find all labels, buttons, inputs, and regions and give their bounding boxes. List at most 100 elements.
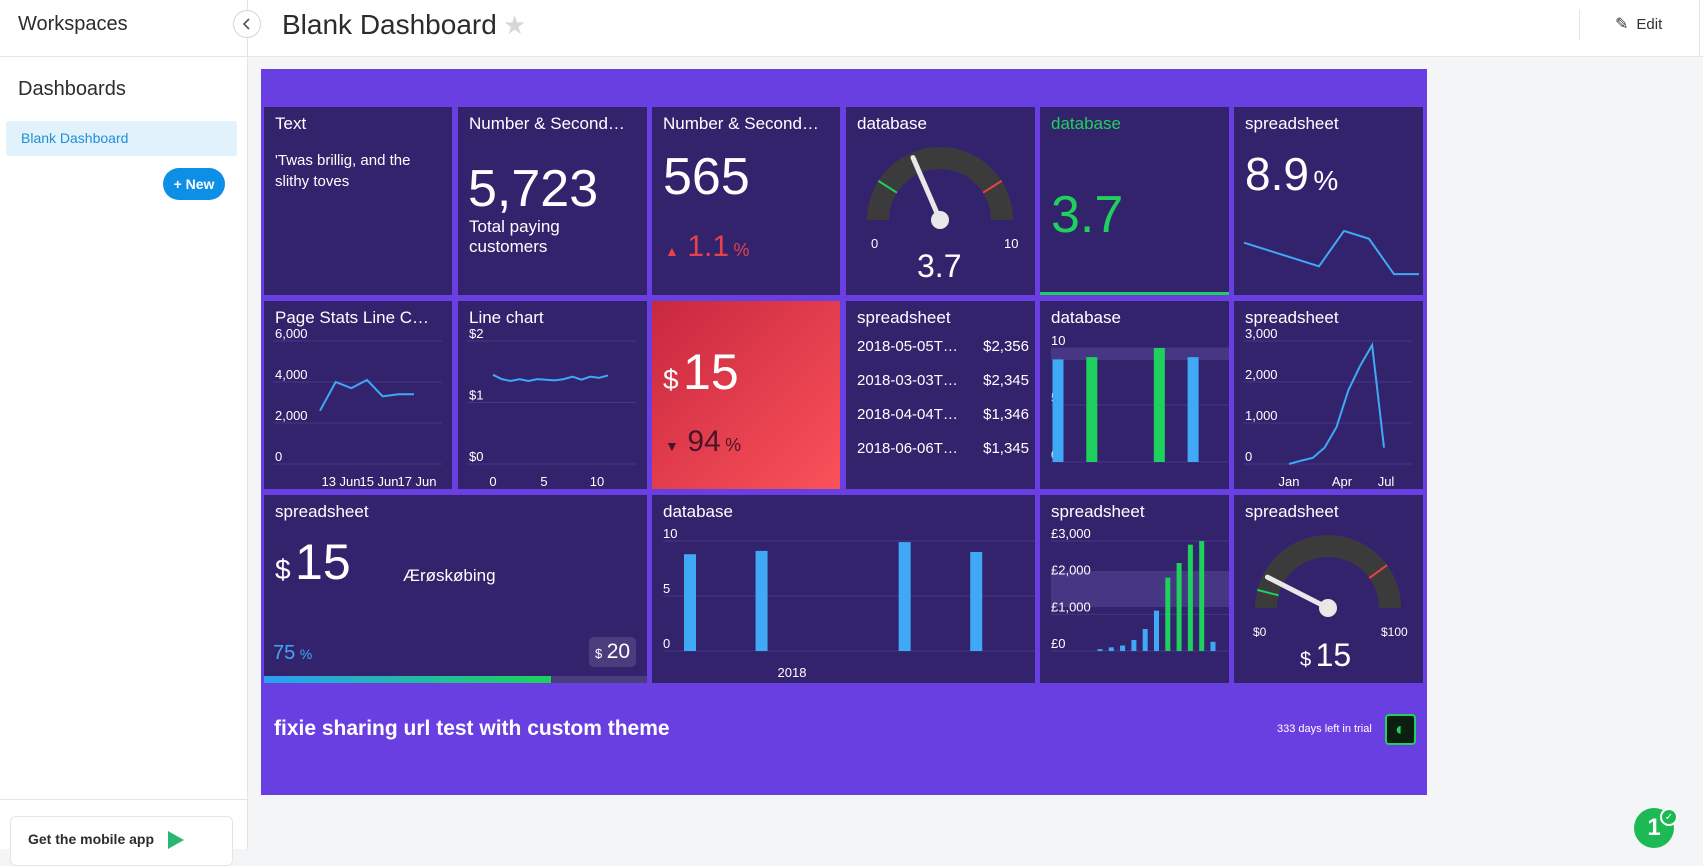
sidebar-item-blank-dashboard[interactable]: Blank Dashboard [6,121,237,156]
tile-title: Number & Second… [663,114,819,133]
table-row: 2018-05-05T… $2,356 [857,338,1029,372]
gauge-max: $100 [1381,625,1408,639]
chevron-left-icon [242,18,250,30]
tile-title: spreadsheet [857,308,951,327]
table-row: 2018-06-06T… $1,345 [857,440,1029,474]
gauge-min: $0 [1253,625,1267,639]
bar [1176,563,1182,651]
edit-icon: ✎ [1615,16,1629,33]
number-progress-tile[interactable]: spreadsheet $ 15 Ærøskøbing 75 % $ 20 [264,495,647,683]
tile-title: spreadsheet [1245,308,1339,327]
gauge-currency: $ [1300,649,1312,671]
line-chart: $2 $1 $0 0 5 10 [467,329,636,489]
tile-title: database [1051,114,1121,133]
line-series [492,373,609,382]
number-alert-tile[interactable]: $ 15 ▼ 94 % [652,301,840,489]
y-tick-label: £0 [1051,636,1065,651]
bar-chart-tile[interactable]: database 10 5 0 2018 [652,495,1035,683]
trial-notice: 333 days left in trial [1277,723,1372,735]
gauge-needle [1264,574,1331,611]
bar [898,542,911,651]
row-date: 2018-04-04T… [857,406,958,423]
metric-value: 15 [295,534,351,590]
sidebar: Workspaces Dashboards Blank Dashboard + … [0,0,248,866]
triangle-down-icon: ▼ [665,438,679,454]
divider [0,799,248,800]
highlight-band [1051,348,1229,360]
metric-value: 565 [663,148,750,206]
progress-unit: % [299,646,313,662]
bar [1187,357,1199,462]
x-tick-label: 0 [489,474,496,489]
change-indicator: ▲ 1.1 % [665,230,750,264]
x-tick-label: Jan [1279,474,1300,489]
metric-value-group: $ 15 [275,533,351,591]
progress-value: 75 [273,642,296,664]
y-tick-label: 3,000 [1245,329,1278,341]
gauge-min: 0 [871,236,879,251]
change-unit: % [725,435,742,455]
table-row: 2018-03-03T… $2,345 [857,372,1029,406]
google-play-icon[interactable] [168,831,184,849]
tile-title: database [857,114,927,133]
metric-value: 5,723 [468,160,599,218]
y-tick-label: 2,000 [275,408,308,423]
database-value-tile[interactable]: database 3.7 [1040,107,1229,295]
dashboard-canvas: Text 'Twas brillig, and the slithy toves… [261,69,1427,795]
metric-value: 8.9 [1245,148,1309,200]
y-tick-label: 5 [663,581,670,596]
bar-chart: 10 5 0 2018 [663,526,1035,680]
metric-value: 15 [683,344,739,400]
gauge-hub [1319,599,1337,617]
dashboard-footer-title: fixie sharing url test with custom theme [274,717,670,740]
sparkline-tile[interactable]: spreadsheet 8.9 % [1234,107,1423,295]
collapse-sidebar-button[interactable] [233,10,261,38]
tile-title: spreadsheet [1051,502,1145,521]
metric-unit: % [1313,165,1339,196]
x-axis-label: 2018 [778,665,807,680]
workspaces-header: Workspaces [0,0,247,57]
y-tick-label: 10 [1051,333,1065,348]
city-label: Ærøskøbing [403,566,496,585]
number-tile[interactable]: Number & Second… 565 ▲ 1.1 % [652,107,840,295]
y-tick-label: £2,000 [1051,563,1091,578]
x-tick-label: 10 [590,474,604,489]
edit-button[interactable]: ✎ Edit [1615,14,1662,34]
line-series [319,378,414,412]
tile-title: Number & Second… [469,114,625,133]
bar-chart-tile[interactable]: spreadsheet £3,000 £2,000 £1,000 £0 [1040,495,1229,683]
gauge-needle [910,155,943,223]
target-badge: $ 20 [589,637,637,667]
star-icon[interactable]: ★ [503,10,527,40]
x-tick-label: 13 Jun [321,474,360,489]
tile-title: Line chart [469,308,544,327]
tile-title: database [663,502,733,521]
bar-chart: £3,000 £2,000 £1,000 £0 [1051,526,1229,652]
y-tick-label: 0 [1245,449,1252,464]
tile-title: database [1051,308,1121,327]
gauge-tile[interactable]: database 0 10 3.7 [846,107,1035,295]
x-tick-label: Jul [1378,474,1395,489]
text-tile[interactable]: Text 'Twas brillig, and the slithy toves [264,107,452,295]
line-chart-tile[interactable]: spreadsheet 3,000 2,000 1,000 0 Jan Apr Jul [1234,301,1423,489]
line-chart-tile[interactable]: Page Stats Line C… 6,000 4,000 2,000 0 13 Ju… [264,301,452,489]
top-bar: Blank Dashboard ★ ✎ Edit [248,0,1703,57]
x-tick-label: 15 Jun [359,474,398,489]
y-tick-label: £3,000 [1051,526,1091,541]
new-dashboard-button[interactable]: + New [163,168,225,200]
bar [1052,359,1064,462]
table-tile[interactable]: spreadsheet 2018-05-05T… $2,356 2018-03-0… [846,301,1035,489]
number-tile[interactable]: Number & Second… 5,723 Total paying cust… [458,107,647,295]
line-chart-tile[interactable]: Line chart $2 $1 $0 0 5 10 [458,301,647,489]
y-tick-label: 10 [663,526,677,541]
mobile-app-card[interactable]: Get the mobile app [10,816,233,866]
tile-title: Page Stats Line C… [275,308,430,327]
target-value: 20 [606,640,631,663]
progress-fill [264,676,552,683]
gauge-tile[interactable]: spreadsheet $0 $100 $ 15 [1234,495,1423,683]
gauge [867,147,1013,229]
progress-track [264,676,647,683]
